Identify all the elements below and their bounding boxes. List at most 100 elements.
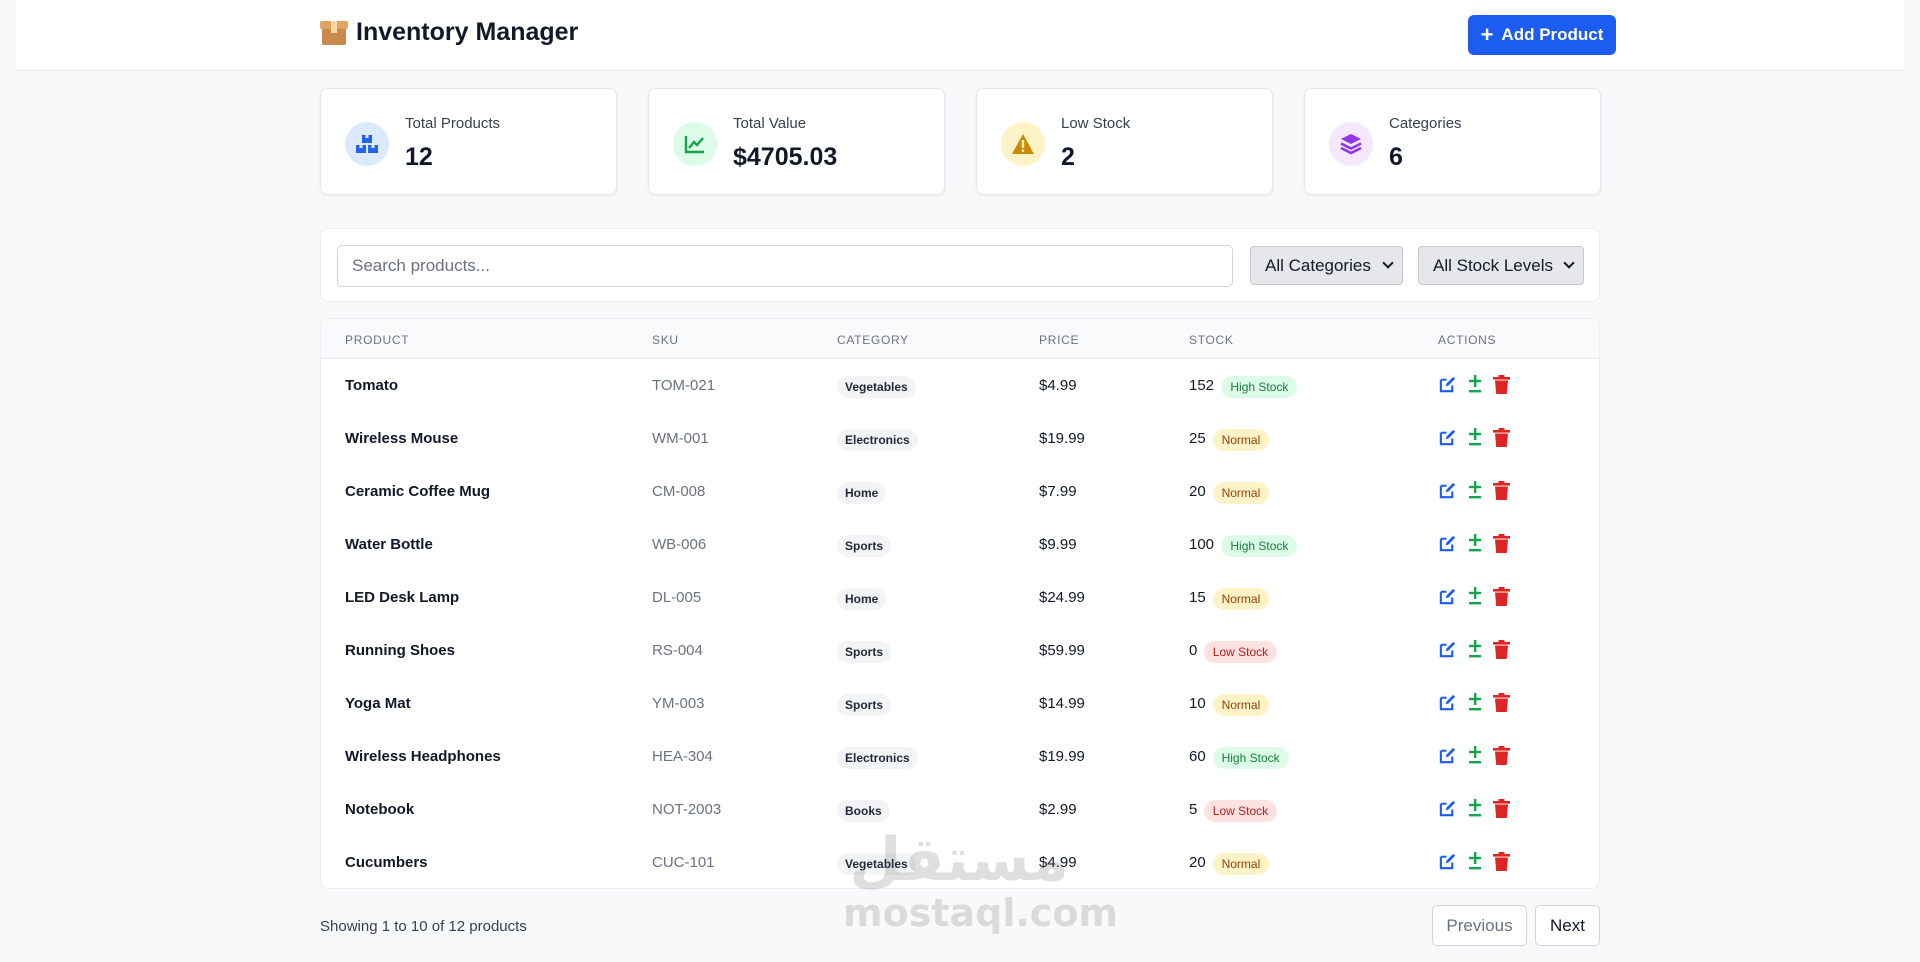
adjust-stock-icon[interactable]	[1465, 851, 1484, 871]
stock-level-badge: Normal	[1212, 853, 1270, 875]
trash-icon[interactable]	[1492, 745, 1511, 765]
header-stock: Stock	[1189, 333, 1234, 347]
table-row: Ceramic Coffee Mug CM-008 Home $7.99 20 Norma…	[321, 465, 1599, 518]
table-body: Tomato TOM-021 Vegetables $4.99 152 High Stoc…	[321, 359, 1599, 888]
trash-icon[interactable]	[1492, 427, 1511, 447]
pagination-summary: Showing 1 to 10 of 12 products	[320, 918, 527, 935]
stock-count: 25	[1189, 430, 1206, 447]
adjust-stock-icon[interactable]	[1465, 427, 1484, 447]
stat-value: 6	[1389, 143, 1403, 171]
adjust-stock-icon[interactable]	[1465, 745, 1484, 765]
adjust-stock-icon[interactable]	[1465, 798, 1484, 818]
edit-icon[interactable]	[1438, 533, 1457, 553]
product-price: $4.99	[1039, 854, 1077, 871]
table-header: Product SKU Category Price Stock Actions	[321, 319, 1599, 359]
warning-icon	[1001, 122, 1045, 166]
stock-level-badge: Normal	[1212, 694, 1270, 716]
stat-label: Categories	[1389, 115, 1462, 132]
edit-icon[interactable]	[1438, 586, 1457, 606]
product-sku: NOT-2003	[652, 801, 722, 818]
product-price: $14.99	[1039, 695, 1085, 712]
trash-icon[interactable]	[1492, 692, 1511, 712]
adjust-stock-icon[interactable]	[1465, 639, 1484, 659]
adjust-stock-icon[interactable]	[1465, 374, 1484, 394]
edit-icon[interactable]	[1438, 692, 1457, 712]
chevron-down-icon	[1382, 257, 1394, 269]
product-price: $4.99	[1039, 377, 1077, 394]
row-actions	[1438, 427, 1511, 447]
category-badge: Vegetables	[837, 376, 916, 398]
trash-icon[interactable]	[1492, 851, 1511, 871]
category-select[interactable]: All Categories	[1250, 246, 1403, 285]
trash-icon[interactable]	[1492, 586, 1511, 606]
stock-count: 0	[1189, 642, 1198, 659]
product-name: Tomato	[345, 377, 399, 394]
stock-count: 152	[1189, 377, 1215, 394]
edit-icon[interactable]	[1438, 745, 1457, 765]
trash-icon[interactable]	[1492, 639, 1511, 659]
search-input[interactable]	[337, 245, 1233, 287]
product-name: Yoga Mat	[345, 695, 411, 712]
product-sku: HEA-304	[652, 748, 713, 765]
product-name: Ceramic Coffee Mug	[345, 483, 491, 500]
edit-icon[interactable]	[1438, 639, 1457, 659]
stat-value: 2	[1061, 143, 1075, 171]
stock-level-badge: Normal	[1212, 588, 1270, 610]
stat-value: $4705.03	[733, 143, 838, 171]
edit-icon[interactable]	[1438, 480, 1457, 500]
stat-label: Total Value	[733, 115, 807, 132]
row-actions	[1438, 798, 1511, 818]
product-sku: YM-003	[652, 695, 705, 712]
edit-icon[interactable]	[1438, 427, 1457, 447]
add-product-button[interactable]: + Add Product	[1468, 15, 1616, 55]
category-badge: Home	[837, 482, 887, 504]
table-row: Wireless Mouse WM-001 Electronics $19.99 25 N…	[321, 412, 1599, 465]
edit-icon[interactable]	[1438, 851, 1457, 871]
filter-bar: All Categories All Stock Levels	[320, 228, 1600, 302]
adjust-stock-icon[interactable]	[1465, 692, 1484, 712]
previous-page-button[interactable]: Previous	[1432, 905, 1527, 946]
stat-card-total-value: Total Value $4705.03	[648, 88, 945, 195]
product-price: $7.99	[1039, 483, 1077, 500]
stock-count: 5	[1189, 801, 1198, 818]
trash-icon[interactable]	[1492, 374, 1511, 394]
stat-card-total-products: Total Products 12	[320, 88, 617, 195]
stock-level-select-value: All Stock Levels	[1433, 255, 1553, 275]
stock-level-badge: Normal	[1212, 482, 1270, 504]
product-name: Running Shoes	[345, 642, 455, 659]
trash-icon[interactable]	[1492, 798, 1511, 818]
header-sku: SKU	[652, 333, 679, 347]
product-sku: DL-005	[652, 589, 702, 606]
product-name: Wireless Headphones	[345, 748, 501, 765]
table-row: Running Shoes RS-004 Sports $59.99 0 Low Stoc…	[321, 624, 1599, 677]
product-sku: WM-001	[652, 430, 709, 447]
product-sku: WB-006	[652, 536, 707, 553]
row-actions	[1438, 639, 1511, 659]
add-product-label: Add Product	[1501, 25, 1604, 44]
table-row: LED Desk Lamp DL-005 Home $24.99 15 Normal	[321, 571, 1599, 624]
product-name: Cucumbers	[345, 854, 428, 871]
stat-label: Low Stock	[1061, 115, 1131, 132]
adjust-stock-icon[interactable]	[1465, 586, 1484, 606]
trash-icon[interactable]	[1492, 480, 1511, 500]
stock-level-badge: Low Stock	[1203, 641, 1278, 663]
adjust-stock-icon[interactable]	[1465, 533, 1484, 553]
stock-level-select[interactable]: All Stock Levels	[1418, 246, 1584, 285]
header-actions: Actions	[1438, 333, 1497, 347]
adjust-stock-icon[interactable]	[1465, 480, 1484, 500]
chart-line-icon	[673, 122, 717, 166]
category-badge: Electronics	[837, 429, 918, 451]
stock-level-badge: Normal	[1212, 429, 1270, 451]
stock-count: 15	[1189, 589, 1206, 606]
next-page-button[interactable]: Next	[1535, 905, 1600, 946]
category-badge: Sports	[837, 535, 892, 557]
category-badge: Electronics	[837, 747, 918, 769]
edit-icon[interactable]	[1438, 374, 1457, 394]
category-badge: Vegetables	[837, 853, 916, 875]
stock-level-badge: Low Stock	[1203, 800, 1278, 822]
trash-icon[interactable]	[1492, 533, 1511, 553]
app-title: Inventory Manager	[356, 18, 579, 46]
row-actions	[1438, 851, 1511, 871]
product-price: $24.99	[1039, 589, 1085, 606]
edit-icon[interactable]	[1438, 798, 1457, 818]
